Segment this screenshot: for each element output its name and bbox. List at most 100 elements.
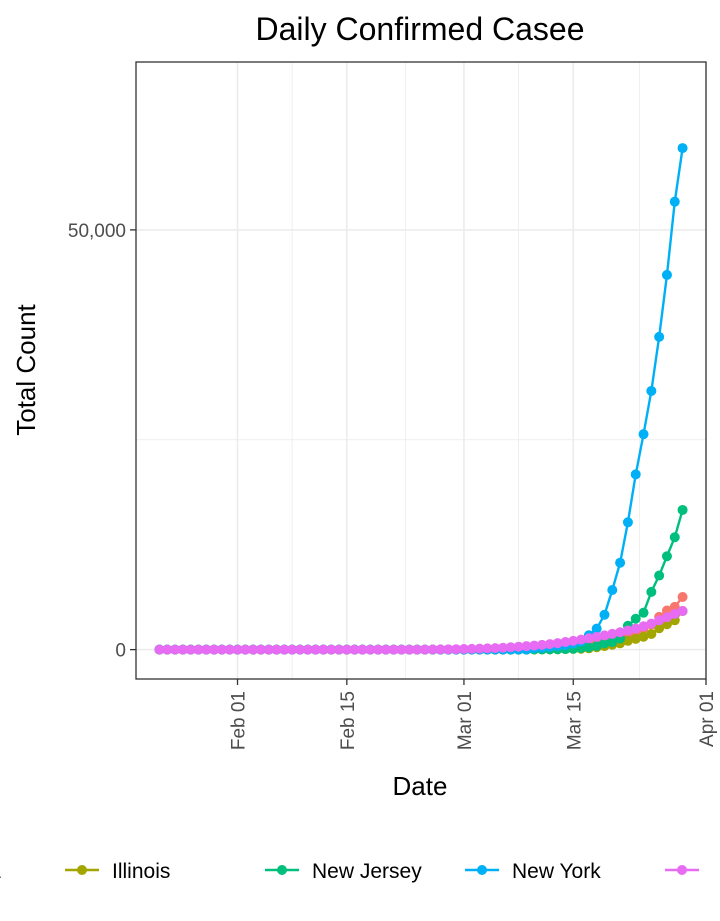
data-point [521, 641, 532, 652]
x-tick-label: Mar 01 [455, 691, 476, 750]
grid-minor [136, 62, 706, 679]
series-layer [154, 143, 688, 655]
data-point [365, 644, 376, 655]
data-point [294, 644, 305, 655]
data-point [583, 633, 594, 644]
legend-label: New Jersey [312, 860, 422, 883]
data-point [576, 634, 587, 645]
data-point [334, 644, 345, 655]
data-point [630, 623, 641, 634]
data-point [427, 644, 438, 655]
data-point [638, 429, 649, 440]
x-tick-label: Apr 01 [697, 691, 718, 747]
data-point [677, 143, 688, 154]
data-point [271, 644, 282, 655]
data-point [568, 635, 579, 646]
data-point [661, 269, 672, 280]
data-point [443, 644, 454, 655]
data-point [669, 608, 680, 619]
legend-key-point [677, 865, 687, 875]
x-axis-title: Date [393, 771, 448, 801]
data-point [544, 639, 555, 650]
data-point [661, 551, 672, 562]
data-point [591, 631, 602, 642]
data-point [474, 643, 485, 654]
y-axis-title: Total Count [11, 303, 41, 435]
data-point [185, 644, 196, 655]
data-point [622, 635, 633, 646]
data-point [583, 642, 594, 653]
x-tick-label: Feb 01 [229, 691, 250, 750]
data-point [529, 640, 540, 651]
data-point [552, 638, 563, 649]
data-point [162, 644, 173, 655]
y-tick-label: 0 [115, 641, 126, 662]
data-point [310, 644, 321, 655]
data-point [170, 644, 181, 655]
data-point [638, 607, 649, 618]
data-point [419, 644, 430, 655]
data-point [248, 644, 259, 655]
data-point [654, 331, 665, 342]
legend-item: New Jersey [265, 860, 422, 883]
data-point [263, 644, 274, 655]
data-point [466, 643, 477, 654]
data-point [630, 633, 641, 644]
data-point [615, 627, 626, 638]
data-point [669, 532, 680, 543]
data-point [451, 644, 462, 655]
data-point [622, 517, 633, 528]
data-point [607, 628, 618, 639]
data-point [646, 385, 657, 396]
data-point [154, 644, 165, 655]
data-point [638, 621, 649, 632]
legend-item: New York [465, 860, 601, 883]
data-point [661, 619, 672, 630]
legend-item: Illinois [65, 860, 170, 883]
plot-area [135, 61, 707, 680]
data-point [404, 644, 415, 655]
data-point [537, 639, 548, 650]
legend-key-point [477, 865, 487, 875]
data-point [646, 586, 657, 597]
data-point [380, 644, 391, 655]
legend-label: New York [512, 860, 601, 883]
y-tick-label: 50,000 [68, 221, 126, 242]
data-point [654, 615, 665, 626]
data-point [318, 644, 329, 655]
data-point [326, 644, 337, 655]
data-point [591, 641, 602, 652]
data-point [607, 585, 618, 595]
data-point [396, 644, 407, 655]
legend-label: Illinois [112, 860, 170, 883]
plot-border [135, 61, 707, 680]
data-point [224, 644, 235, 655]
data-point [240, 644, 251, 655]
legend-item [665, 865, 699, 875]
data-point [209, 644, 220, 655]
data-point [287, 644, 298, 655]
data-point [599, 630, 610, 641]
data-point [388, 644, 399, 655]
data-point [622, 625, 633, 636]
data-point [591, 623, 602, 634]
series-unnamed [154, 606, 688, 655]
data-point [412, 644, 423, 655]
legend-key-point [77, 865, 87, 875]
data-point [505, 642, 516, 653]
data-point [232, 644, 243, 655]
data-point [279, 644, 290, 655]
data-point [560, 637, 571, 648]
x-tick-label: Feb 15 [338, 691, 359, 750]
data-point [669, 196, 680, 207]
data-point [638, 631, 649, 642]
legend-label: California [0, 860, 1, 883]
data-point [599, 609, 610, 620]
legend-item: California [0, 860, 1, 883]
data-point [630, 469, 641, 480]
data-point [615, 557, 626, 568]
plot-panel [136, 62, 706, 679]
x-axis: Feb 01 Feb 15 Mar 01 Mar 15 Apr 01 [229, 679, 718, 750]
data-point [341, 644, 352, 655]
